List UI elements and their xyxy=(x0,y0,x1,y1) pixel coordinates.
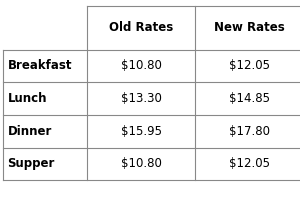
Text: $13.30: $13.30 xyxy=(121,92,161,105)
Text: $10.80: $10.80 xyxy=(121,157,161,170)
Text: $10.80: $10.80 xyxy=(121,59,161,72)
Text: Breakfast: Breakfast xyxy=(8,59,72,72)
Text: $12.05: $12.05 xyxy=(229,157,269,170)
Text: $15.95: $15.95 xyxy=(121,125,161,138)
Text: Dinner: Dinner xyxy=(8,125,52,138)
Text: $17.80: $17.80 xyxy=(229,125,269,138)
Text: Lunch: Lunch xyxy=(8,92,47,105)
Text: $12.05: $12.05 xyxy=(229,59,269,72)
Text: Old Rates: Old Rates xyxy=(109,21,173,34)
Text: Supper: Supper xyxy=(8,157,55,170)
Text: $14.85: $14.85 xyxy=(229,92,269,105)
Text: New Rates: New Rates xyxy=(214,21,284,34)
